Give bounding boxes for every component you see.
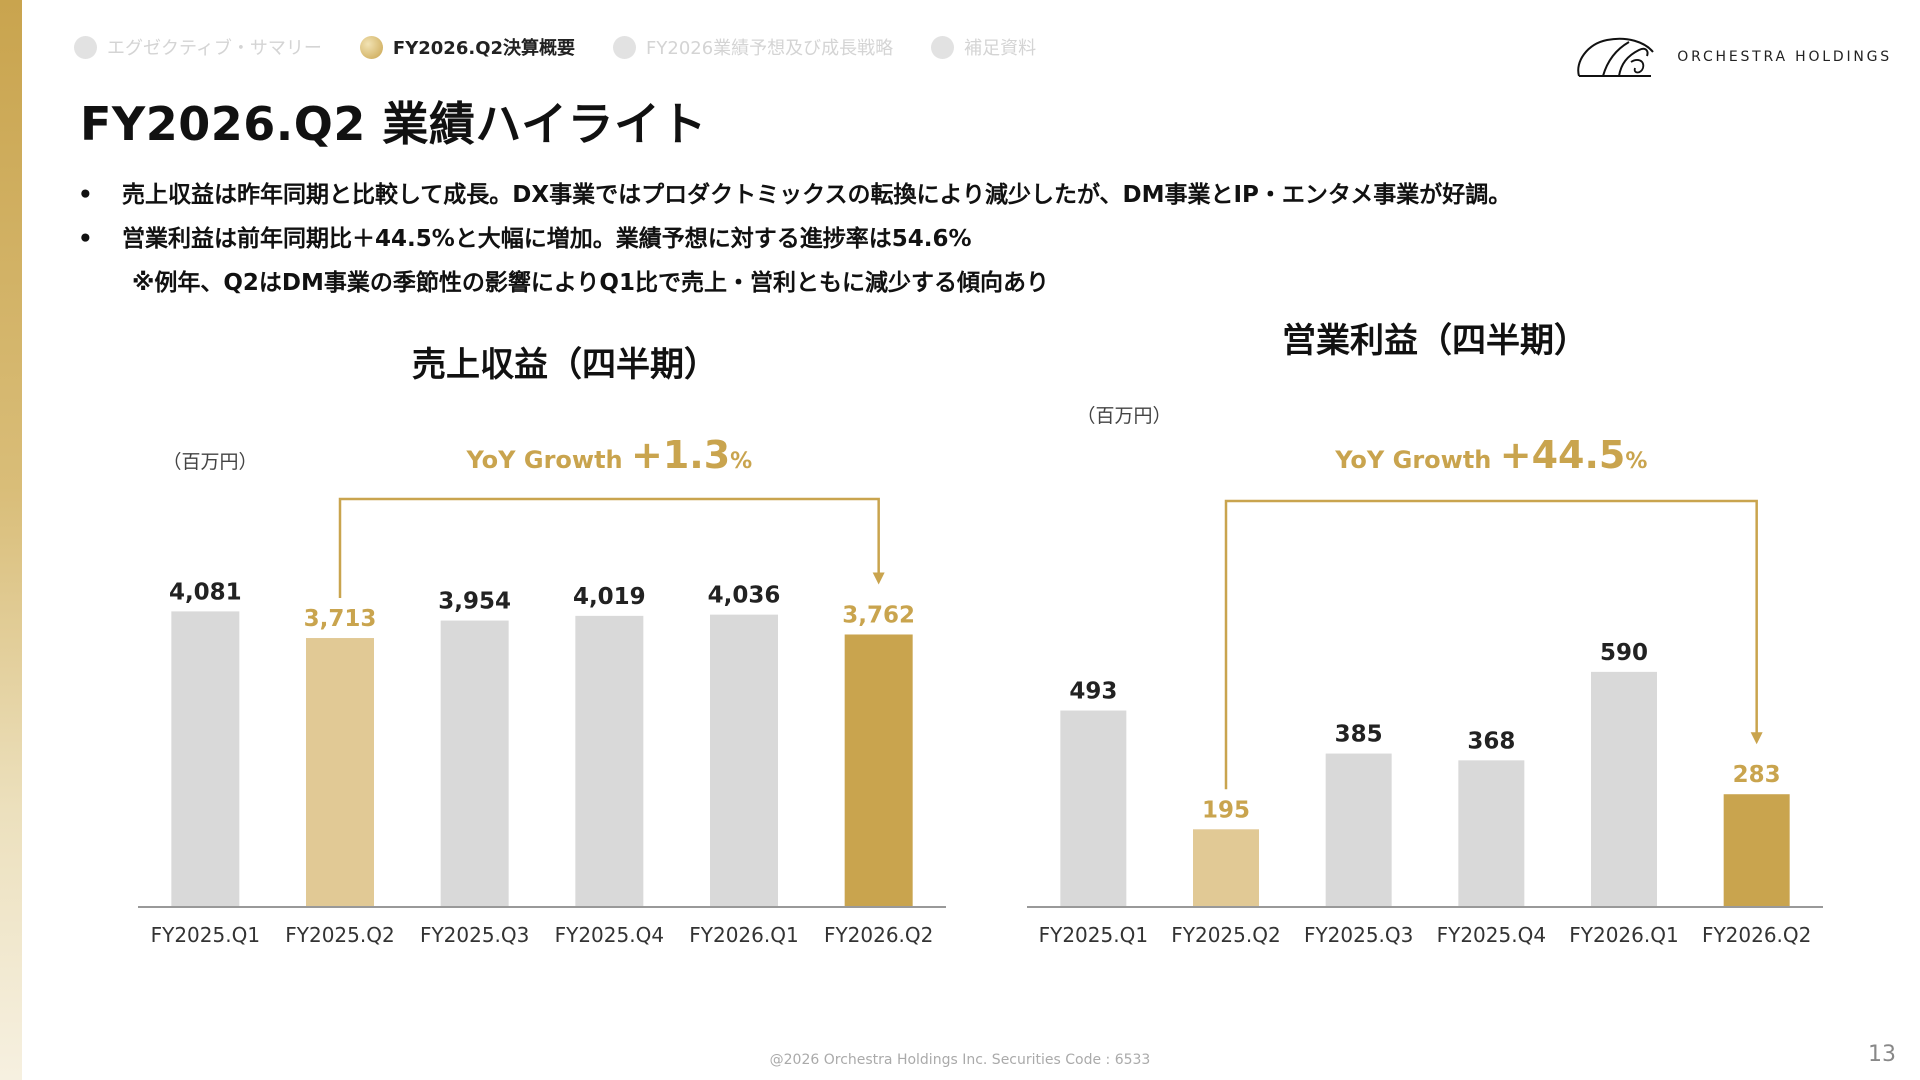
bar (844, 634, 913, 907)
bar-value-label: 590 (1600, 640, 1648, 666)
x-tick-label: FY2025.Q1 (1039, 923, 1148, 947)
yoy-bracket-line (1224, 499, 1758, 790)
yoy-arrowhead-icon (1750, 732, 1763, 745)
x-tick-label: FY2026.Q2 (824, 923, 933, 947)
bar-value-label: 195 (1202, 797, 1250, 823)
nav-item-appendix[interactable]: 補足資料 (931, 34, 1036, 60)
bar (710, 614, 778, 907)
summary-bullets: • 売上収益は昨年同期と比較して成長。DX事業ではプロダクトミックスの転換により… (78, 173, 1511, 305)
x-tick-label: FY2025.Q3 (1304, 923, 1413, 947)
nav-dot-icon (74, 35, 97, 59)
bar (1723, 794, 1790, 907)
bullet-operating-profit-text: 営業利益は前年同期比＋44.5%と大幅に増加。業績予想に対する進捗率は54.6% (122, 226, 972, 252)
nav-item-label: 補足資料 (964, 38, 1037, 59)
bar-value-label: 4,019 (573, 584, 646, 610)
bar (1325, 753, 1392, 907)
yoy-value: +44.5 (1500, 433, 1626, 477)
bullet-dot: • (78, 226, 93, 252)
bar (1060, 710, 1127, 907)
nav-dot-icon (359, 35, 383, 59)
x-tick-label: FY2025.Q4 (555, 923, 664, 947)
x-tick-label: FY2025.Q3 (420, 923, 529, 947)
bar (171, 611, 240, 907)
yoy-prefix: YoY Growth (465, 446, 631, 474)
x-tick-label: FY2025.Q4 (1437, 923, 1546, 947)
bar (1193, 829, 1259, 907)
x-tick-label: FY2026.Q1 (689, 923, 798, 947)
yoy-prefix: YoY Growth (1334, 446, 1500, 474)
bullet-operating-profit: • 営業利益は前年同期比＋44.5%と大幅に増加。業績予想に対する進捗率は54.… (78, 217, 1511, 261)
bullet-note: ※例年、Q2はDM事業の季節性の影響によりQ1比で売上・営利ともに減少する傾向あ… (132, 270, 1049, 296)
bullet-revenue-text: 売上収益は昨年同期と比較して成長。DX事業ではプロダクトミックスの転換により減少… (122, 182, 1512, 208)
bullet-dot: • (78, 182, 93, 208)
x-tick-label: FY2025.Q2 (1171, 923, 1280, 947)
x-tick-label: FY2025.Q1 (151, 923, 260, 947)
nav-item-label: FY2026.Q2決算概要 (392, 38, 576, 59)
nav-item-forecast-strategy[interactable]: FY2026業績予想及び成長戦略 (613, 34, 893, 60)
chart-title: 営業利益（四半期） (1282, 321, 1588, 361)
bar (306, 638, 374, 907)
nav-dot-icon (613, 35, 637, 59)
bar (1458, 760, 1525, 907)
yoy-bracket-line (338, 497, 880, 599)
chart-unit-label: （百万円） (162, 451, 257, 473)
footer-copyright: @2026 Orchestra Holdings Inc. Securities… (769, 1052, 1151, 1068)
x-tick-label: FY2026.Q1 (1569, 923, 1678, 947)
bar (440, 620, 509, 907)
page-number: 13 (1868, 1042, 1896, 1067)
chart-title: 売上収益（四半期） (412, 345, 718, 385)
bar-value-label: 3,954 (438, 589, 511, 615)
nav-item-label: FY2026業績予想及び成長戦略 (646, 38, 894, 59)
bar-value-label: 4,036 (708, 583, 781, 609)
yoy-value: +1.3 (631, 433, 730, 477)
yoy-suffix: % (1625, 449, 1647, 474)
nav-item-q2-results[interactable]: FY2026.Q2決算概要 (359, 34, 576, 60)
orchestra-logo-icon (1577, 37, 1655, 77)
section-nav: エグゼクティブ・サマリー FY2026.Q2決算概要 FY2026業績予想及び成… (74, 34, 1074, 60)
yoy-growth-label: YoY Growth +44.5% (1334, 433, 1647, 477)
page-title: FY2026.Q2 業績ハイライト (80, 97, 707, 151)
yoy-arrowhead-icon (872, 572, 885, 585)
bar (1591, 671, 1657, 907)
bar-value-label: 493 (1069, 679, 1117, 705)
company-logo: ORCHESTRA HOLDINGS (1573, 32, 1892, 82)
nav-item-executive-summary[interactable]: エグゼクティブ・サマリー (74, 34, 322, 60)
chart-unit-label: （百万円） (1076, 405, 1171, 427)
bar-value-label: 385 (1335, 722, 1383, 748)
bar-value-label: 3,713 (304, 606, 377, 632)
yoy-suffix: % (730, 449, 752, 474)
bar-value-label: 368 (1467, 728, 1515, 754)
nav-item-label: エグゼクティブ・サマリー (107, 38, 322, 59)
bar-value-label: 283 (1733, 762, 1781, 788)
bar-value-label: 3,762 (842, 602, 915, 628)
charts-canvas: 売上収益（四半期） （百万円） 4,081 FY2025.Q1 3,713 FY2025.… (138, 321, 1823, 947)
yoy-growth-label: YoY Growth +1.3% (465, 433, 752, 477)
nav-dot-icon (931, 35, 955, 59)
gold-side-strip (0, 0, 22, 1080)
bar-value-label: 4,081 (169, 579, 242, 605)
x-tick-label: FY2026.Q2 (1702, 923, 1811, 947)
x-tick-label: FY2025.Q2 (285, 923, 394, 947)
bullet-revenue: • 売上収益は昨年同期と比較して成長。DX事業ではプロダクトミックスの転換により… (78, 173, 1511, 217)
logo-text: ORCHESTRA HOLDINGS (1677, 49, 1892, 65)
bar (575, 615, 644, 907)
